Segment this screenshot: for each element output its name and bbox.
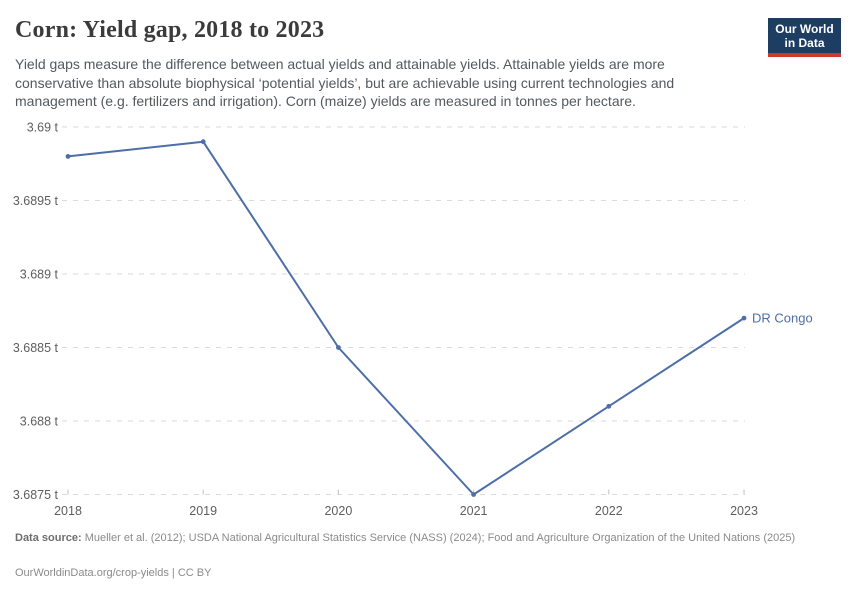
data-source-label: Data source: bbox=[15, 532, 82, 544]
owid-logo-text-line2: in Data bbox=[784, 36, 825, 50]
x-axis-tick-label: 2022 bbox=[595, 504, 623, 518]
x-axis-tick-label: 2019 bbox=[189, 504, 217, 518]
data-line[interactable] bbox=[67, 140, 745, 496]
footer-data-source: Data source: Mueller et al. (2012); USDA… bbox=[15, 532, 827, 545]
series-end-label[interactable]: DR Congo bbox=[752, 311, 813, 326]
line-chart[interactable]: 3.69 t 3.6895 t 3.689 t 3.6885 t 3.688 t 3.68… bbox=[0, 110, 850, 525]
data-point[interactable] bbox=[471, 492, 476, 497]
x-axis-tick-label: 2018 bbox=[54, 504, 82, 518]
y-axis-tick-label: 3.6885 t bbox=[13, 341, 59, 355]
x-axis-tick-label: 2020 bbox=[324, 504, 352, 518]
y-axis-tick-label: 3.6895 t bbox=[13, 194, 59, 208]
y-axis-tick-label: 3.689 t bbox=[20, 268, 59, 282]
owid-logo-text-line1: Our World bbox=[775, 22, 834, 36]
data-point[interactable] bbox=[65, 154, 71, 159]
footer-license: OurWorldinData.org/crop-yields | CC BY bbox=[15, 567, 212, 579]
y-axis-tick-label: 3.69 t bbox=[27, 121, 59, 135]
y-axis-tick-label: 3.688 t bbox=[20, 415, 59, 429]
data-point[interactable] bbox=[606, 403, 612, 409]
x-axis-tick-label: 2021 bbox=[460, 504, 488, 518]
data-point[interactable] bbox=[200, 139, 206, 145]
data-point[interactable] bbox=[741, 315, 747, 321]
chart-subtitle: Yield gaps measure the difference betwee… bbox=[15, 56, 675, 109]
data-point[interactable] bbox=[336, 345, 341, 350]
data-source-text: Mueller et al. (2012); USDA National Agr… bbox=[81, 532, 796, 544]
owid-logo: Our World in Data bbox=[768, 18, 841, 57]
x-axis-tick-label: 2023 bbox=[730, 504, 758, 518]
chart-title: Corn: Yield gap, 2018 to 2023 bbox=[15, 17, 325, 43]
y-axis-tick-label: 3.6875 t bbox=[13, 488, 59, 502]
